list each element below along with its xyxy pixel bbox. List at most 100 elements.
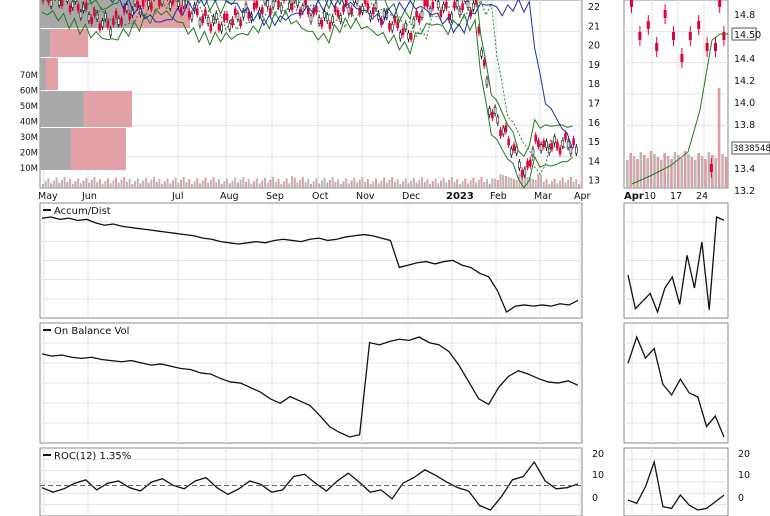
volume-bar: [407, 183, 410, 188]
candle-body: [49, 0, 53, 7]
candle-body: [252, 2, 256, 10]
volume-bar: [123, 177, 126, 188]
volume-bar: [477, 179, 480, 188]
volume-bar: [437, 183, 440, 188]
price-x-label: Nov: [356, 191, 375, 202]
volume-bar: [467, 183, 470, 188]
volume-bar: [439, 180, 442, 188]
candle-body: [458, 8, 462, 16]
candle-body: [461, 3, 464, 10]
volume-bar: [550, 181, 553, 188]
candle-body: [556, 141, 559, 149]
volume-bar: [434, 178, 437, 188]
volume-bar: [253, 181, 256, 188]
candle-body: [417, 15, 421, 23]
candle-body: [407, 32, 410, 40]
volume-bar: [128, 179, 131, 188]
volume-bar: [280, 184, 283, 188]
zoom-y-tick: 13.8: [734, 120, 755, 131]
volume-bar: [236, 182, 239, 188]
zoom-x-label: 17: [670, 191, 682, 202]
volume-bar: [166, 178, 169, 188]
volume-bar: [185, 181, 188, 188]
volume-bar: [364, 181, 367, 188]
volume-bar: [223, 181, 226, 188]
zoom-candle-body: [680, 54, 684, 62]
volume-bar: [190, 184, 193, 188]
volume-bar: [507, 177, 510, 188]
zoom-volume-bar: [639, 152, 643, 188]
zoom-x-label: 24: [696, 191, 708, 202]
candle-body: [269, 8, 272, 15]
volume-bar: [42, 184, 44, 188]
volume-y-tick: 60M: [20, 87, 38, 97]
volume-bar: [93, 177, 96, 188]
price-x-label: Apr: [574, 191, 591, 202]
candle-body: [263, 0, 267, 4]
volume-bar: [96, 181, 99, 188]
zoom-volume-bar: [690, 157, 694, 188]
volume-label-box: [731, 141, 770, 155]
price-x-label: Jul: [171, 191, 183, 202]
volume-bar: [177, 182, 180, 188]
volume-bar: [134, 181, 137, 188]
volume-bar: [442, 177, 445, 188]
volume-bar: [301, 177, 304, 188]
candle-body: [366, 3, 370, 10]
volume-bar: [426, 179, 429, 188]
price-y-tick: 21: [588, 21, 600, 32]
volume-bar: [496, 180, 499, 188]
price-y-tick: 15: [588, 137, 600, 148]
candle-body: [436, 1, 440, 8]
candle-body: [350, 7, 353, 15]
volume-bar: [334, 181, 337, 188]
candle-body: [512, 144, 516, 151]
candle-body: [306, 7, 310, 15]
candle-body: [528, 159, 532, 167]
volume-bar: [193, 181, 196, 188]
zoom-y-tick: 14.8: [734, 10, 755, 21]
candle-body: [526, 161, 529, 168]
zoom-candle-body: [722, 32, 726, 40]
volume-bar: [353, 177, 356, 188]
candle-body: [466, 1, 470, 9]
volume-bar: [79, 183, 82, 188]
volume-bar: [60, 179, 63, 188]
candle-body: [450, 13, 454, 21]
candle-body: [491, 111, 494, 119]
volume-y-tick: 10M: [20, 164, 38, 174]
zoom-candle-body: [705, 43, 709, 51]
candle-body: [561, 139, 565, 147]
candle-body: [239, 19, 242, 27]
zoom-volume-bar: [714, 158, 717, 188]
volume-y-tick: 70M: [20, 71, 38, 81]
zoom-volume-bar: [694, 160, 697, 188]
volume-bar: [404, 178, 407, 188]
volume-bar: [350, 180, 353, 188]
volume-bar: [502, 175, 505, 188]
candle-body: [442, 3, 445, 11]
volume-bar: [144, 177, 147, 188]
indicator-line: [41, 216, 579, 313]
volume-bar: [215, 181, 218, 188]
candle-body: [388, 23, 391, 30]
volume-bar: [504, 176, 507, 188]
price-x-label: May: [38, 191, 58, 202]
candle-body: [501, 127, 505, 135]
volume-bar: [71, 184, 74, 188]
zoom-roc-y-tick: 10: [738, 470, 750, 481]
candle-body: [271, 0, 275, 8]
candle-body: [236, 13, 240, 20]
zoom-volume-bar: [721, 154, 724, 188]
volume-bar: [372, 181, 375, 188]
volume-bar: [136, 178, 139, 188]
volume-bar: [531, 179, 534, 188]
candle-body: [247, 11, 251, 19]
volume-bar: [90, 179, 93, 188]
candle-body: [347, 6, 351, 14]
candle-body: [57, 0, 61, 6]
volume-bar: [74, 181, 77, 188]
zoom-y-tick: 14.2: [734, 76, 755, 87]
zoom-volume-bar: [677, 155, 680, 188]
volume-y-tick: 50M: [20, 102, 38, 112]
